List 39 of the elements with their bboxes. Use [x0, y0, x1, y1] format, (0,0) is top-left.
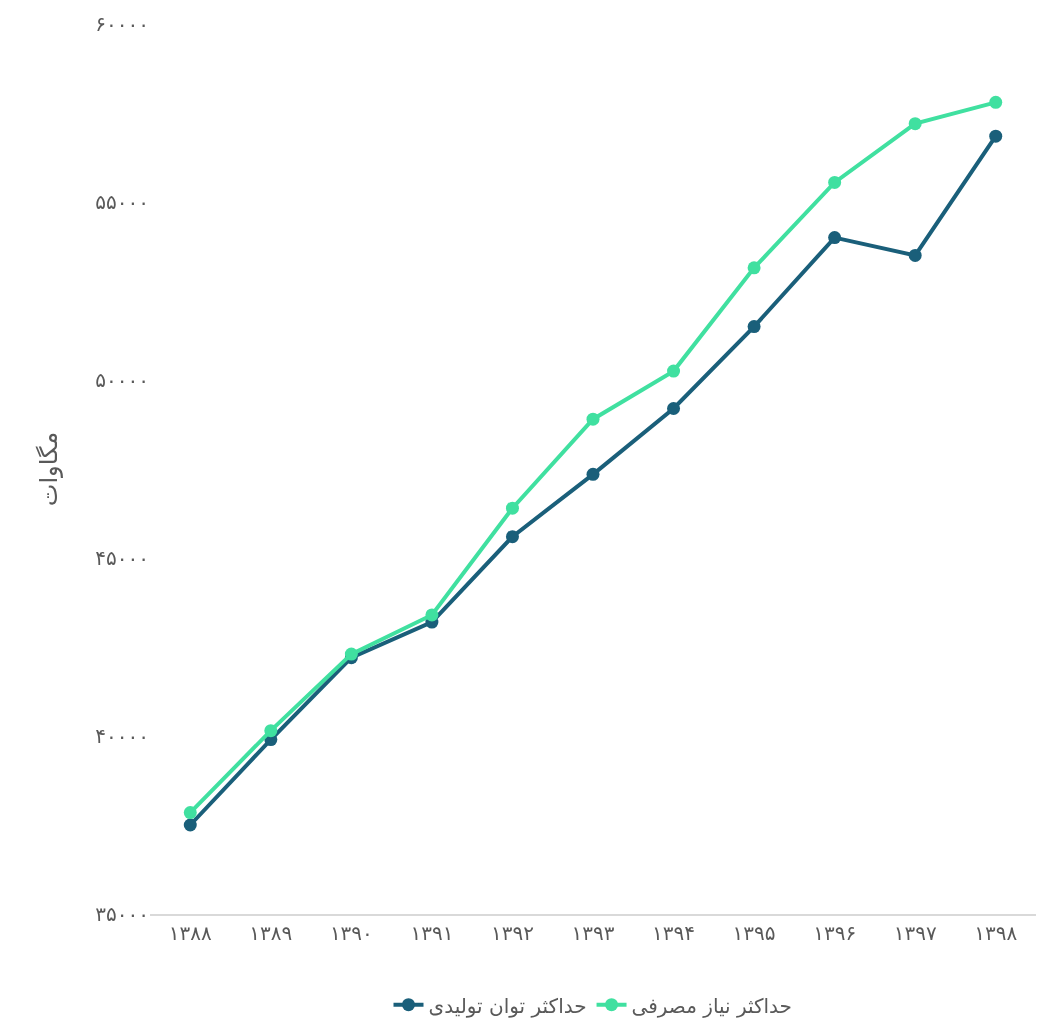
- point: [586, 412, 600, 426]
- x-tick-label: ۱۳۹۲: [490, 920, 534, 945]
- point: [989, 95, 1003, 109]
- point: [828, 231, 842, 245]
- point: [667, 364, 681, 378]
- x-tick-label: ۱۳۹۶: [813, 920, 857, 945]
- x-tick-label: ۱۳۹۴: [652, 920, 696, 945]
- point: [505, 530, 519, 544]
- y-tick-label: ۴۵۰۰۰: [95, 546, 149, 570]
- point: [989, 129, 1003, 143]
- point: [425, 608, 439, 622]
- y-tick-label: ۵۵۰۰۰: [95, 190, 149, 214]
- point: [183, 806, 197, 820]
- y-tick-label: ۳۵۰۰۰: [95, 902, 149, 926]
- x-tick-label: ۱۳۹۵: [732, 920, 776, 945]
- legend-label: حداکثر نیاز مصرفی: [631, 993, 792, 1018]
- y-axis-title: مگاوات: [35, 431, 64, 507]
- x-tick-label: ۱۳۹۸: [974, 920, 1018, 945]
- x-tick-label: ۱۳۸۸: [168, 920, 213, 945]
- x-tick-label: ۱۳۹۰: [329, 920, 373, 945]
- x-tick-label: ۱۳۸۹: [249, 920, 293, 945]
- point: [344, 647, 358, 661]
- point: [667, 401, 681, 415]
- point: [828, 175, 842, 189]
- point: [264, 724, 278, 738]
- point: [747, 320, 761, 334]
- point: [505, 501, 519, 515]
- y-tick-label: ۶۰۰۰۰: [95, 12, 149, 36]
- point: [183, 818, 197, 832]
- point: [908, 117, 922, 131]
- y-tick-label: ۴۰۰۰۰: [95, 724, 149, 748]
- x-tick-label: ۱۳۹۳: [571, 920, 615, 945]
- y-tick-label: ۵۰۰۰۰: [95, 368, 149, 392]
- x-tick-label: ۱۳۹۱: [410, 920, 454, 945]
- point: [747, 261, 761, 275]
- point: [586, 467, 600, 481]
- legend-label: حداکثر توان تولیدی: [428, 993, 587, 1018]
- x-tick-label: ۱۳۹۷: [893, 920, 937, 945]
- point: [908, 248, 922, 262]
